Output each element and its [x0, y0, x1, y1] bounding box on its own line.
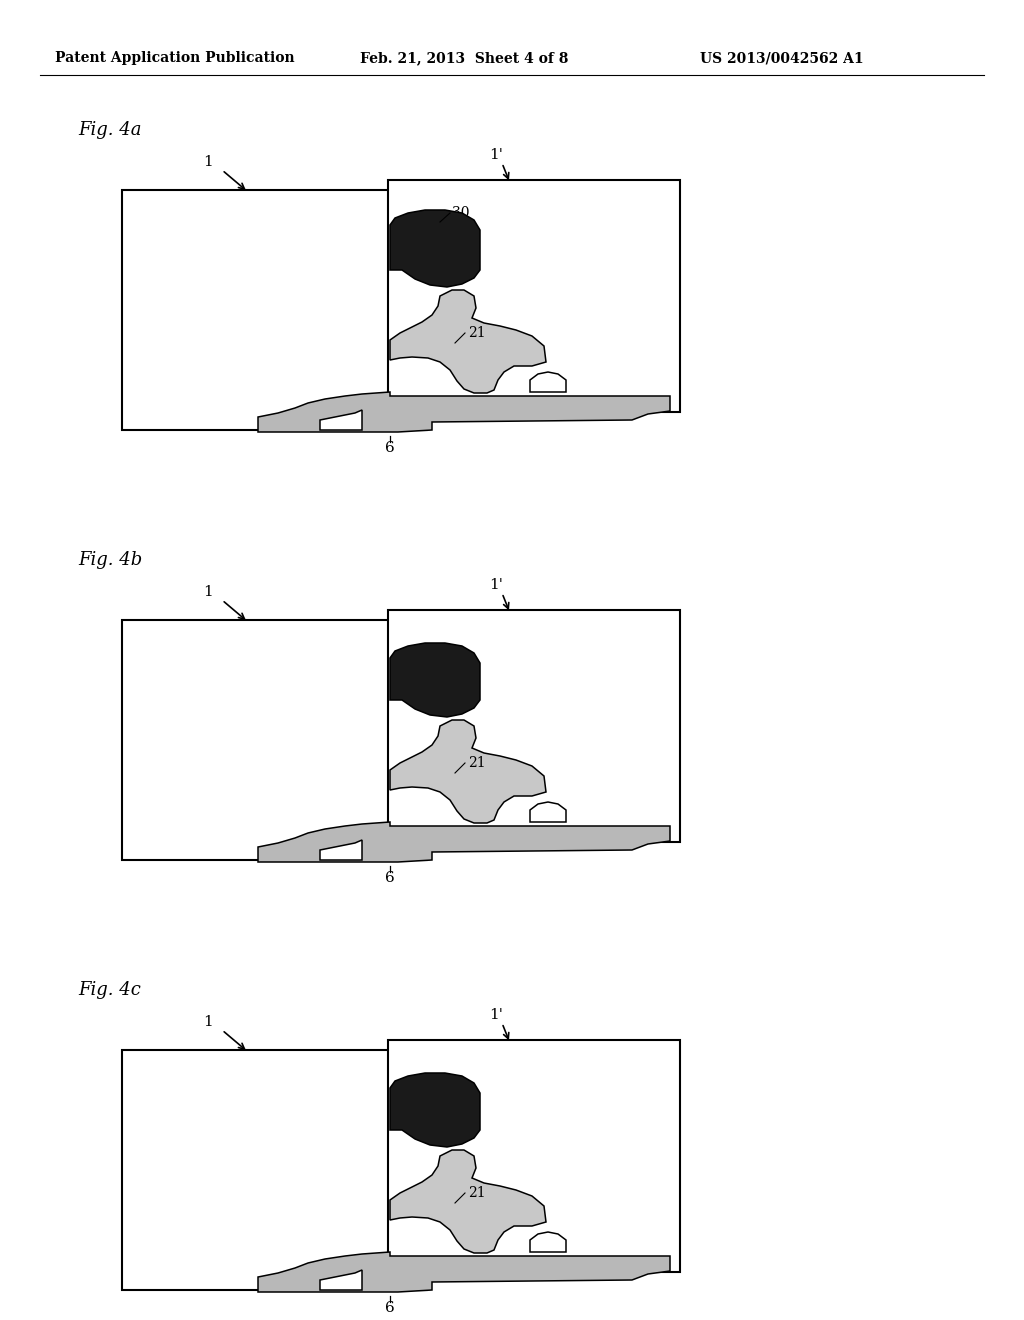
Text: 1: 1: [203, 1015, 213, 1030]
Polygon shape: [390, 1073, 480, 1147]
Text: US 2013/0042562 A1: US 2013/0042562 A1: [700, 51, 863, 65]
Polygon shape: [258, 392, 670, 432]
Text: 1': 1': [489, 578, 503, 591]
Text: Feb. 21, 2013  Sheet 4 of 8: Feb. 21, 2013 Sheet 4 of 8: [360, 51, 568, 65]
Text: 21: 21: [468, 756, 485, 770]
Text: Patent Application Publication: Patent Application Publication: [55, 51, 295, 65]
Polygon shape: [319, 411, 362, 430]
Polygon shape: [530, 803, 566, 822]
Text: 1': 1': [489, 1008, 503, 1022]
Polygon shape: [530, 1232, 566, 1251]
Text: Fig. 4c: Fig. 4c: [78, 981, 141, 999]
Polygon shape: [258, 822, 670, 862]
Bar: [122, 190, 427, 430]
Bar: [388, 610, 680, 842]
Text: 21: 21: [468, 1185, 485, 1200]
Text: 1': 1': [489, 148, 503, 162]
Text: 6: 6: [385, 441, 395, 455]
Polygon shape: [530, 372, 566, 392]
Polygon shape: [319, 840, 362, 861]
Text: 30: 30: [452, 206, 469, 220]
Polygon shape: [390, 290, 546, 393]
Polygon shape: [390, 210, 480, 286]
Polygon shape: [390, 1150, 546, 1253]
Text: 1: 1: [203, 154, 213, 169]
Text: 21: 21: [468, 326, 485, 341]
Polygon shape: [390, 643, 480, 717]
Polygon shape: [258, 1251, 670, 1292]
Text: 6: 6: [385, 871, 395, 884]
Text: 1: 1: [203, 585, 213, 599]
Polygon shape: [390, 719, 546, 822]
Polygon shape: [319, 1270, 362, 1290]
Bar: [388, 1040, 680, 1272]
Bar: [122, 1049, 427, 1290]
Text: 6: 6: [385, 1302, 395, 1315]
Text: Fig. 4a: Fig. 4a: [78, 121, 141, 139]
Text: Fig. 4b: Fig. 4b: [78, 550, 142, 569]
Bar: [388, 180, 680, 412]
Bar: [122, 620, 427, 861]
